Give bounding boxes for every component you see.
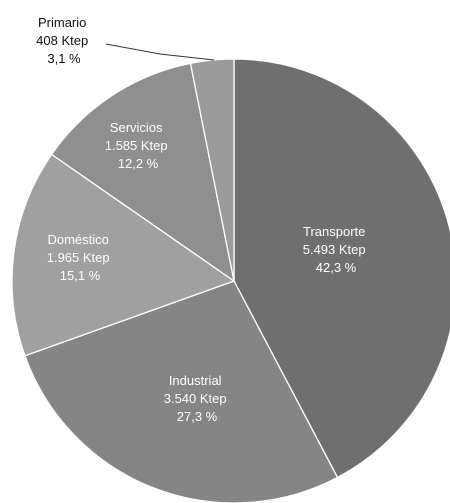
label-industrial: Industrial 3.540 Ktep 27,3 % [164,373,231,424]
label-transporte: Transporte 5.493 Ktep 42,3 % [303,224,370,275]
label-servicios-name: Servicios [110,120,163,135]
pie-slices [11,58,450,503]
pie-slice-domestico [11,153,236,357]
label-servicios-value: 1.585 Ktep [105,138,168,153]
label-domestico: Doméstico 1.965 Ktep 15,1 % [47,232,114,283]
label-transporte-value: 5.493 Ktep [303,242,366,257]
label-domestico-value: 1.965 Ktep [47,250,110,265]
label-primario: Primario 408 Ktep 3,1 % [36,15,92,66]
label-primario-name: Primario [38,15,86,30]
pie-slice-servicios [50,62,235,283]
label-servicios-percent: 12,2 % [118,156,159,171]
label-industrial-percent: 27,3 % [177,409,218,424]
pie-slice-industrial [24,280,339,503]
label-primario-percent: 3,1 % [47,51,81,66]
label-industrial-value: 3.540 Ktep [164,391,227,406]
label-domestico-percent: 15,1 % [60,268,101,283]
label-industrial-name: Industrial [169,373,222,388]
label-transporte-percent: 42,3 % [316,260,357,275]
label-transporte-name: Transporte [303,224,365,239]
label-servicios: Servicios 1.585 Ktep 12,2 % [105,120,172,171]
label-primario-value: 408 Ktep [36,33,88,48]
label-domestico-name: Doméstico [47,232,108,247]
primario-leader-line [105,43,215,61]
